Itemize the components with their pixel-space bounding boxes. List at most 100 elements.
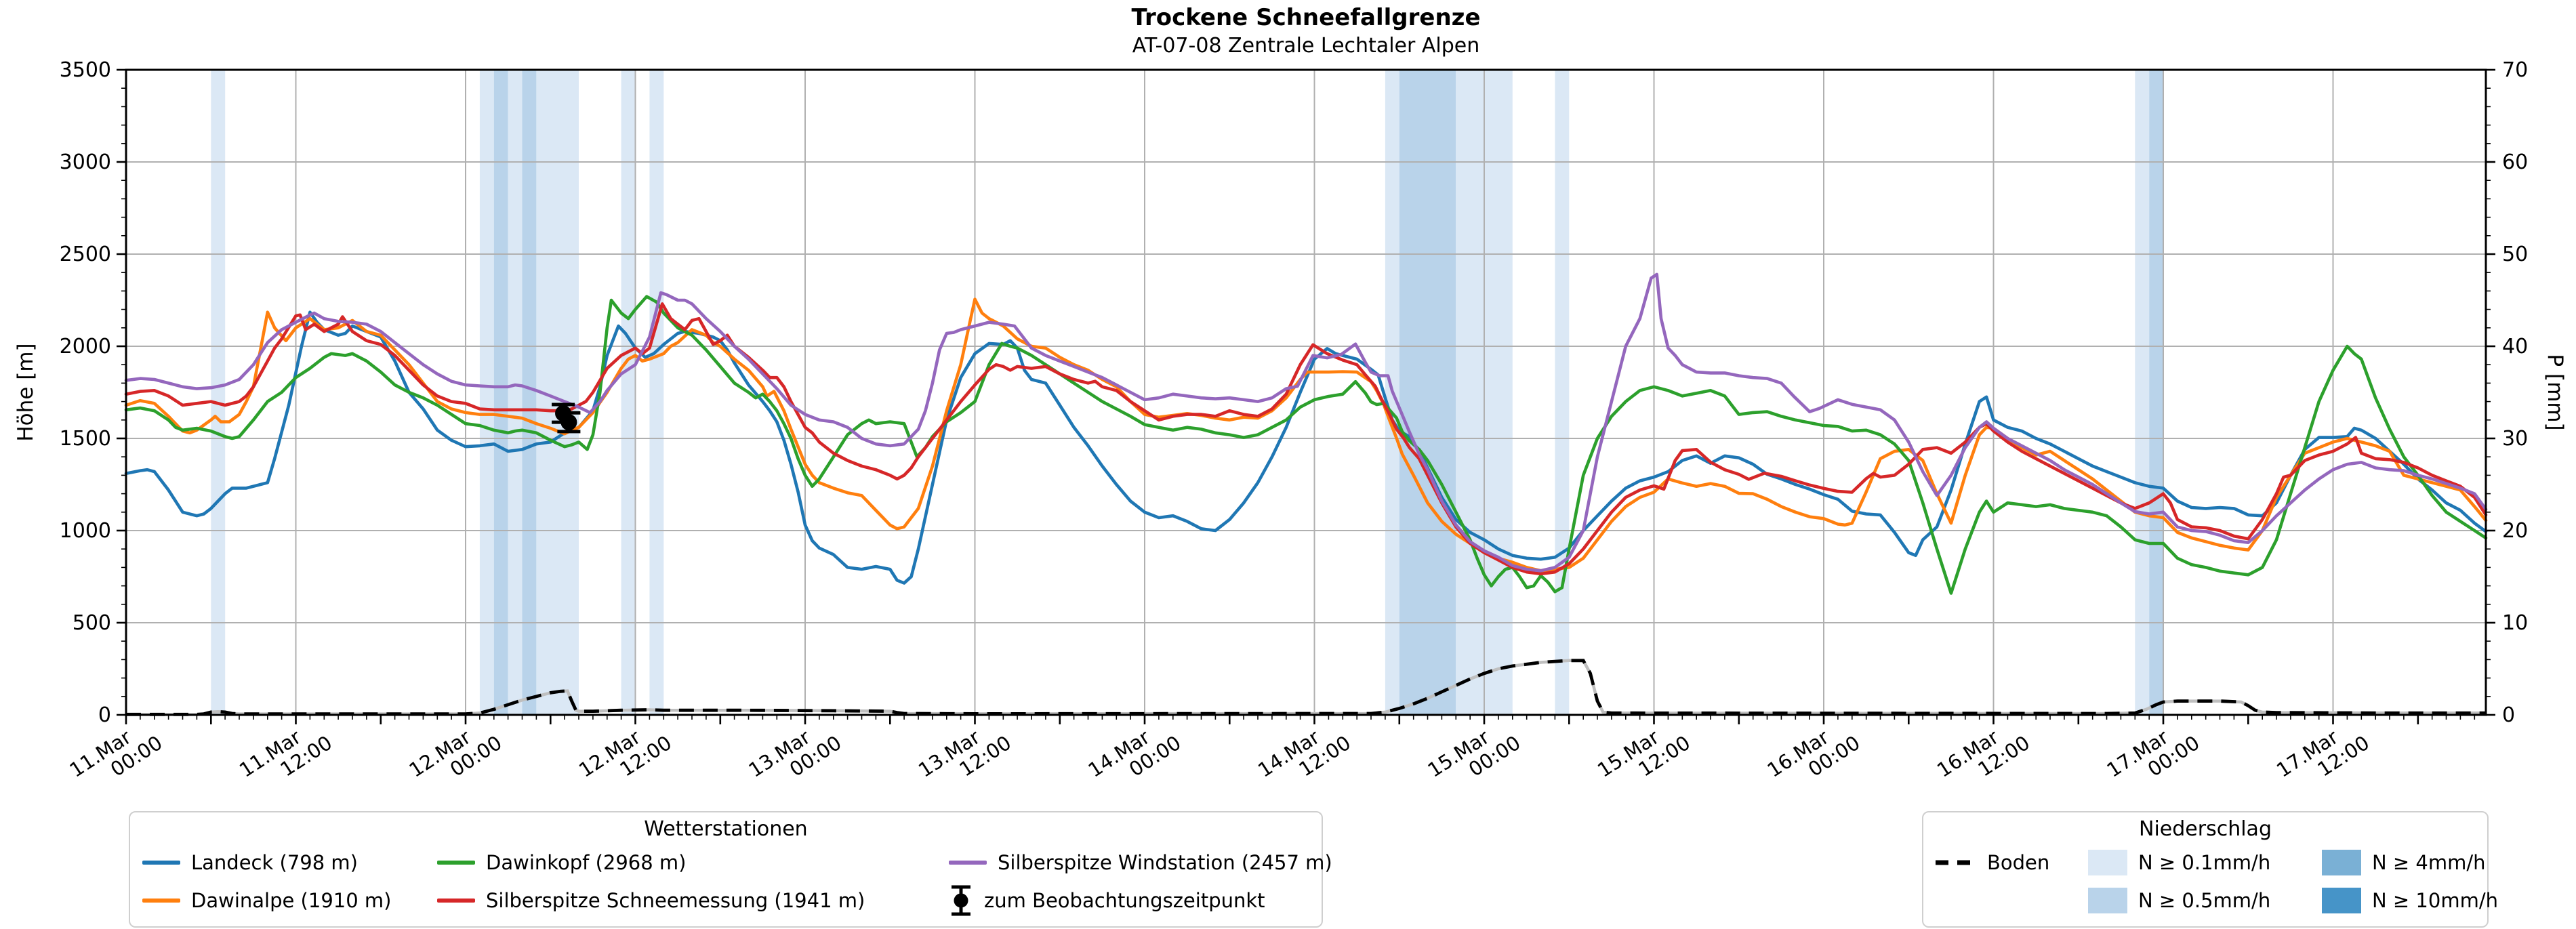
svg-text:0: 0: [98, 703, 111, 727]
precip-band: [1555, 70, 1570, 715]
precip-bands-layer: [211, 70, 2164, 715]
svg-text:14.Mar00:00: 14.Mar00:00: [1084, 713, 1185, 800]
precip-band: [649, 70, 664, 715]
boden-dashed-line-icon: [1936, 860, 1976, 865]
svg-text:1500: 1500: [60, 427, 111, 451]
y-right-tick-labels: 0 10 20 30 40 50 60 70: [2502, 58, 2528, 727]
legend-entry-landeck: Landeck (798 m): [142, 851, 437, 874]
n-01mmh-patch-swatch: [2088, 850, 2127, 875]
legend-stations-title: Wetterstationen: [644, 817, 808, 841]
precip-band: [621, 70, 636, 715]
svg-text:0: 0: [2502, 703, 2515, 727]
legend-weather-stations: Wetterstationen Landeck (798 m) Dawinalpe…: [129, 811, 1332, 928]
svg-text:12.Mar00:00: 12.Mar00:00: [405, 713, 506, 800]
n-10mmh-patch-swatch: [2322, 888, 2361, 913]
y-axis-label-right: P [mm]: [2543, 354, 2567, 431]
svg-text:11.Mar00:00: 11.Mar00:00: [66, 713, 167, 800]
legend-entry-silberspitze-schneemessung: Silberspitze Schneemessung (1941 m): [437, 889, 949, 912]
legend-precip-grid: Boden N ≥ 0.1mm/h N ≥ 0.5mm/h N ≥ 4mm/h N ≥ …: [1923, 842, 2498, 926]
legend-entry-boden: Boden: [1936, 851, 2088, 874]
precip-band: [1399, 70, 1456, 715]
series-dawinalpe: [124, 297, 2488, 573]
legend-label-boden: Boden: [1987, 851, 2050, 874]
legend-entry-n-05mmh: N ≥ 0.5mm/h: [2088, 888, 2322, 913]
tick-marks: [117, 68, 2495, 724]
legend-label-dawinalpe: Dawinalpe (1910 m): [191, 889, 392, 912]
legend-entry-n-10mmh: N ≥ 10mm/h: [2322, 888, 2498, 913]
dawinkopf-line-swatch: [437, 861, 475, 865]
station-series-layer: [124, 272, 2488, 595]
legend-label-n-10mmh: N ≥ 10mm/h: [2372, 889, 2498, 912]
dawinalpe-line-swatch: [142, 899, 180, 903]
y-left-tick-labels: 0 500 1000 1500 2000 2500 3000 3500: [60, 58, 111, 727]
n-4mmh-patch-swatch: [2322, 850, 2361, 875]
svg-text:500: 500: [73, 611, 111, 635]
svg-text:13.Mar12:00: 13.Mar12:00: [914, 713, 1015, 800]
legend-entry-n-01mmh: N ≥ 0.1mm/h: [2088, 850, 2322, 875]
precip-band: [2149, 70, 2164, 715]
svg-text:3000: 3000: [60, 150, 111, 174]
series-silberspitze-windstation: [124, 272, 2488, 573]
svg-text:13.Mar00:00: 13.Mar00:00: [745, 713, 846, 800]
precip-band: [508, 70, 523, 715]
svg-text:2000: 2000: [60, 335, 111, 358]
legend-entry-silberspitze-windstation: Silberspitze Windstation (2457 m): [949, 851, 1332, 874]
svg-text:15.Mar00:00: 15.Mar00:00: [1424, 713, 1525, 800]
grid-layer: [126, 70, 2486, 715]
legend-precip-title: Niederschlag: [2139, 817, 2272, 841]
silberspitze-windstation-line-swatch: [949, 861, 987, 865]
plot-border: [125, 68, 2487, 716]
observation-marker-icon: [952, 885, 970, 916]
svg-text:40: 40: [2502, 335, 2528, 358]
svg-text:12.Mar12:00: 12.Mar12:00: [575, 713, 676, 800]
svg-text:14.Mar12:00: 14.Mar12:00: [1254, 713, 1355, 800]
legend-precipitation: Niederschlag Boden N ≥ 0.1mm/h N ≥ 0.5mm/h…: [1922, 811, 2498, 928]
n-05mmh-patch-swatch: [2088, 888, 2127, 913]
svg-text:16.Mar00:00: 16.Mar00:00: [1763, 713, 1864, 800]
legend-label-n-4mmh: N ≥ 4mm/h: [2372, 851, 2486, 874]
chart-title: Trockene Schneefallgrenze: [1131, 4, 1481, 31]
svg-text:50: 50: [2502, 243, 2528, 266]
x-tick-labels: 11.Mar00:00 11.Mar12:00 12.Mar00:00 12.Mar1…: [66, 713, 2374, 800]
landeck-line-swatch: [142, 861, 180, 865]
legend-label-landeck: Landeck (798 m): [191, 851, 358, 874]
silberspitze-schneemessung-line-swatch: [437, 899, 475, 903]
precip-band: [2135, 70, 2150, 715]
svg-text:10: 10: [2502, 611, 2528, 635]
svg-text:30: 30: [2502, 427, 2528, 451]
svg-text:17.Mar12:00: 17.Mar12:00: [2272, 713, 2373, 800]
legend-entry-beobachtungszeitpunkt: zum Beobachtungszeitpunkt: [949, 883, 1332, 918]
series-silberspitze-schneemessung: [124, 302, 2488, 576]
chart-subtitle: AT-07-08 Zentrale Lechtaler Alpen: [1132, 34, 1480, 58]
svg-text:2500: 2500: [60, 243, 111, 266]
svg-text:3500: 3500: [60, 58, 111, 82]
observation-marker-icon: [557, 411, 581, 434]
legend-label-dawinkopf: Dawinkopf (2968 m): [486, 851, 687, 874]
svg-text:70: 70: [2502, 58, 2528, 82]
legend-label-silberspitze-windstation: Silberspitze Windstation (2457 m): [998, 851, 1332, 874]
svg-text:17.Mar00:00: 17.Mar00:00: [2103, 713, 2204, 800]
precip-band: [493, 70, 508, 715]
legend-label-n-05mmh: N ≥ 0.5mm/h: [2138, 889, 2271, 912]
svg-text:1000: 1000: [60, 519, 111, 543]
boden-line: [126, 659, 2486, 716]
legend-entry-n-4mmh: N ≥ 4mm/h: [2322, 850, 2498, 875]
legend-entry-dawinkopf: Dawinkopf (2968 m): [437, 851, 949, 874]
precip-band: [479, 70, 494, 715]
svg-text:15.Mar12:00: 15.Mar12:00: [1593, 713, 1694, 800]
svg-text:20: 20: [2502, 519, 2528, 543]
legend-label-beobachtungszeitpunkt: zum Beobachtungszeitpunkt: [984, 889, 1265, 912]
legend-entry-dawinalpe: Dawinalpe (1910 m): [142, 889, 437, 912]
y-axis-label-left: Höhe [m]: [14, 343, 38, 442]
legend-label-n-01mmh: N ≥ 0.1mm/h: [2138, 851, 2271, 874]
svg-text:11.Mar12:00: 11.Mar12:00: [235, 713, 336, 800]
series-dawinkopf: [124, 295, 2488, 595]
legend-label-silberspitze-schneemessung: Silberspitze Schneemessung (1941 m): [486, 889, 865, 912]
precip-band: [522, 70, 537, 715]
svg-text:60: 60: [2502, 150, 2528, 174]
svg-text:16.Mar12:00: 16.Mar12:00: [1933, 713, 2034, 800]
observation-markers: [552, 402, 581, 434]
precip-band: [211, 70, 226, 715]
